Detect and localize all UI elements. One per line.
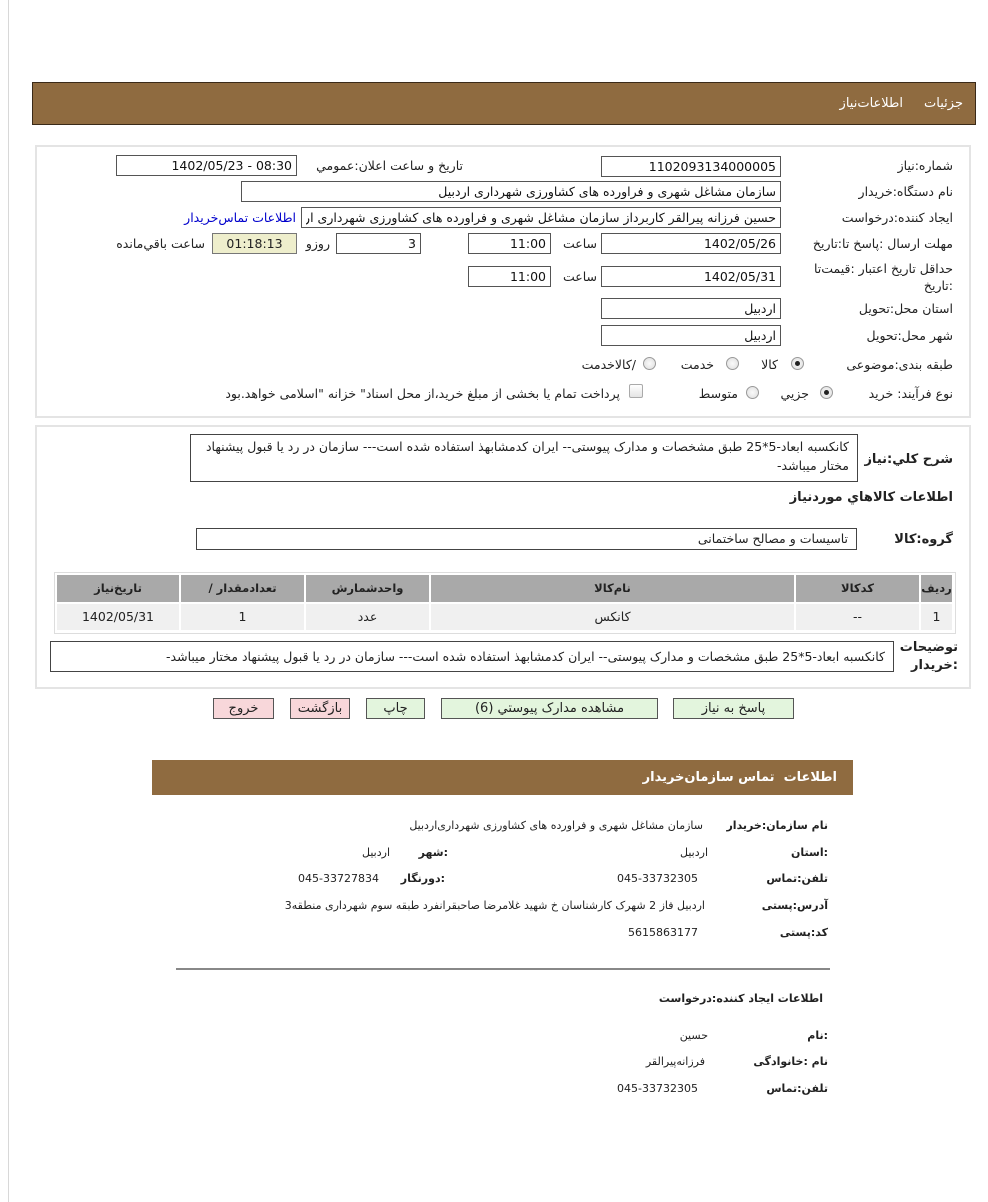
- contact-city: اردبيل: [362, 846, 390, 859]
- process-option-minor: جزيي: [780, 386, 809, 401]
- treasury-text: پرداخت تمام يا بخشی از مبلغ خريد،از محل …: [225, 386, 620, 401]
- category-radio-goods[interactable]: [791, 357, 804, 370]
- validity-label-2: :تاريخ: [923, 278, 953, 293]
- creator-family-label: نام :خانوادگی: [753, 1055, 828, 1068]
- buyer-notes-label: توضيحات: [899, 640, 958, 655]
- creator-name: حسین: [679, 1029, 708, 1042]
- province-label: استان محل:تحويل: [858, 301, 953, 316]
- validity-time-label: ساعت: [562, 269, 597, 284]
- province-field[interactable]: [601, 298, 781, 319]
- need-info-panel: [35, 145, 971, 418]
- creator-name-label: :نام: [807, 1029, 828, 1042]
- contact-postal-label: کد:پستی: [779, 926, 828, 939]
- table-cell-code: --: [796, 604, 919, 630]
- tab-need-info[interactable]: اطلاعات‌نياز: [839, 96, 903, 111]
- goods-group-field: تاسیسات و مصالح ساختمانی: [196, 528, 857, 550]
- col-header-row: رديف: [921, 575, 952, 602]
- creator-family: فرزانه‌پیرالقر: [645, 1055, 705, 1068]
- details-header: جزئيات اطلاعات‌نياز: [32, 82, 976, 125]
- contact-fax-label: :دورنگار: [400, 872, 445, 885]
- contact-phone-label: تلفن:تماس: [766, 872, 828, 885]
- creator-field[interactable]: [301, 207, 781, 228]
- buyer-label: نام دستگاه:خريدار: [858, 184, 953, 199]
- tab-details[interactable]: جزئيات: [924, 96, 963, 111]
- view-attachments-button[interactable]: مشاهده مدارک پيوستي (6): [441, 698, 658, 719]
- creator-info-title: اطلاعات ایجاد کننده:درخواست: [658, 992, 823, 1005]
- process-option-medium: متوسط: [698, 386, 738, 401]
- col-header-unit: واحدشمارش: [306, 575, 429, 602]
- contact-province-label: :استان: [791, 846, 828, 859]
- contact-org: سازمان مشاغل شهری و فراورده های کشاورزی …: [409, 819, 703, 832]
- category-option-goods: کالا: [761, 357, 778, 372]
- reply-button[interactable]: پاسخ به نياز: [673, 698, 794, 719]
- validity-date-field[interactable]: [601, 266, 781, 287]
- days-field[interactable]: [336, 233, 421, 254]
- deadline-date-field[interactable]: [601, 233, 781, 254]
- announce-label: تاريخ و ساعت اعلان:عمومي: [316, 158, 463, 173]
- contact-header: اطلاعات تماس سازمان‌خريدار: [152, 760, 853, 795]
- category-option-service: خدمت: [680, 357, 714, 372]
- deadline-time-label: ساعت: [562, 236, 597, 251]
- col-header-quantity: / تعدادمقدار: [181, 575, 304, 602]
- category-option-goods-service: /کالاخدمت: [581, 357, 636, 372]
- table-cell-name: کانکس: [431, 604, 794, 630]
- category-radio-goods-service[interactable]: [643, 357, 656, 370]
- description-label: شرح کلي:نياز: [864, 452, 953, 467]
- remaining-label: ساعت باقي‌مانده: [116, 236, 205, 251]
- creator-label: ايجاد کننده:درخواست: [841, 210, 953, 225]
- deadline-time-field[interactable]: [468, 233, 551, 254]
- countdown-timer: 01:18:13: [212, 233, 297, 254]
- process-radio-minor[interactable]: [820, 386, 833, 399]
- validity-label: حداقل تاريخ اعتبار :قيمت‌تا: [813, 261, 953, 276]
- col-header-code: کدکالا: [796, 575, 919, 602]
- divider: [176, 968, 830, 970]
- contact-fax: 045-33727834: [298, 872, 379, 885]
- exit-button[interactable]: خروج: [213, 698, 274, 719]
- goods-group-label: گروه:کالا: [894, 532, 953, 547]
- validity-time-field[interactable]: [468, 266, 551, 287]
- creator-phone: 045-33732305: [617, 1082, 698, 1095]
- announce-field[interactable]: [116, 155, 297, 176]
- process-radio-medium[interactable]: [746, 386, 759, 399]
- category-radio-service[interactable]: [726, 357, 739, 370]
- contact-org-label: نام سازمان:خريدار: [726, 819, 828, 832]
- buyer-contact-link[interactable]: اطلاعات تماس‌خريدار: [184, 210, 296, 225]
- city-field[interactable]: [601, 325, 781, 346]
- table-cell-unit: عدد: [306, 604, 429, 630]
- description-box: کانکسبه ابعاد-5*25 طبق مشخصات و مدارک پی…: [190, 434, 858, 482]
- table-cell-date: 1402/05/31: [57, 604, 179, 630]
- buyer-notes-label-2: :خريدار: [911, 658, 958, 673]
- need-number-label: شماره:نياز: [897, 158, 953, 173]
- days-label: روزو: [305, 236, 330, 251]
- print-button[interactable]: چاپ: [366, 698, 425, 719]
- contact-postal: 5615863177: [628, 926, 698, 939]
- buyer-field[interactable]: [241, 181, 781, 202]
- back-button[interactable]: بازگشت: [290, 698, 350, 719]
- contact-address-label: آدرس:پستی: [761, 899, 828, 912]
- table-cell-quantity: 1: [181, 604, 304, 630]
- category-label: طبقه بندی:موضوعی: [846, 357, 953, 372]
- col-header-date: تاريخ‌نياز: [57, 575, 179, 602]
- contact-title: اطلاعات تماس سازمان‌خريدار: [642, 770, 837, 785]
- page-left-border: [8, 0, 9, 1202]
- creator-phone-label: تلفن:تماس: [766, 1082, 828, 1095]
- contact-city-label: :شهر: [418, 846, 448, 859]
- contact-address: اردبیل فاز 2 شهرک کارشناسان خ شهید غلامر…: [284, 899, 705, 912]
- goods-table: [54, 572, 956, 634]
- contact-phone: 045-33732305: [617, 872, 698, 885]
- col-header-name: نام‌کالا: [431, 575, 794, 602]
- process-label: نوع فرآيند: خريد: [868, 386, 953, 401]
- goods-panel: [35, 425, 971, 689]
- goods-info-title: اطلاعات کالاهاي موردنياز: [789, 490, 953, 505]
- treasury-checkbox[interactable]: [629, 384, 643, 398]
- buyer-notes-box: کانکسبه ابعاد-5*25 طبق مشخصات و مدارک پی…: [50, 641, 894, 672]
- contact-province: اردبيل: [680, 846, 708, 859]
- city-label: شهر محل:تحويل: [866, 328, 954, 343]
- deadline-label: مهلت ارسال :پاسخ تا:تاريخ: [812, 236, 953, 251]
- table-cell-row: 1: [921, 604, 952, 630]
- need-number-field[interactable]: [601, 156, 781, 177]
